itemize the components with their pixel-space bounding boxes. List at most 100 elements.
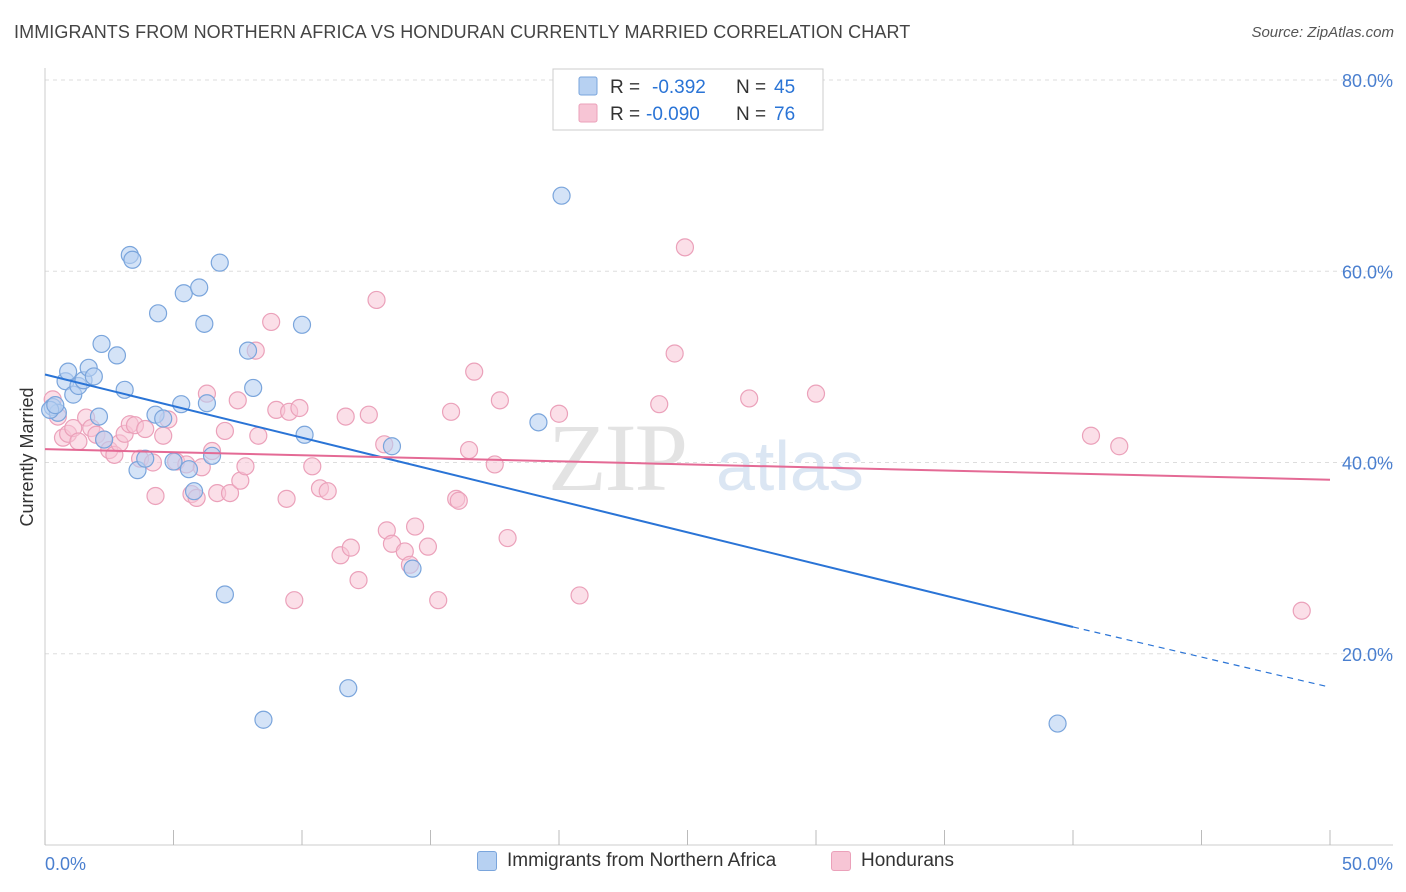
y-tick-label-2: 60.0%	[1342, 262, 1393, 282]
point-hondurans-68	[549, 404, 569, 423]
legend-swatch-blue	[578, 76, 598, 96]
point-hondurans-37	[262, 312, 281, 332]
point-hondurans-51	[367, 290, 386, 310]
point-hondurans-42	[290, 398, 309, 418]
x-tick-labels: 0.0% 50.0%	[45, 854, 1393, 874]
point-immigrants-38	[382, 437, 402, 456]
legend: R = -0.392 N = 45 R = -0.090 N = 76	[552, 68, 824, 131]
point-hondurans-39	[277, 489, 296, 508]
point-hondurans-67	[498, 528, 517, 548]
point-hondurans-77	[1110, 437, 1129, 456]
point-immigrants-31	[215, 585, 234, 604]
point-hondurans-50	[359, 405, 378, 424]
point-hondurans-34	[236, 457, 255, 476]
point-hondurans-76	[1081, 426, 1101, 445]
y-tick-label-0: 20.0%	[1342, 645, 1393, 665]
point-immigrants-40	[529, 413, 548, 432]
point-hondurans-47	[336, 407, 355, 426]
x-tick-label-1: 50.0%	[1342, 854, 1393, 874]
point-immigrants-41	[552, 186, 571, 205]
point-immigrants-12	[107, 346, 127, 365]
point-immigrants-33	[244, 378, 263, 398]
legend-r-value-1: -0.392	[652, 77, 706, 98]
grid-lines	[45, 79, 1393, 655]
legend-r-value-2: -0.090	[646, 104, 700, 125]
point-hondurans-43	[303, 457, 322, 476]
point-hondurans-60	[441, 402, 461, 421]
point-hondurans-63	[459, 440, 479, 460]
chart-title: IMMIGRANTS FROM NORTHERN AFRICA VS HONDU…	[14, 22, 911, 42]
y-tick-label-1: 40.0%	[1342, 454, 1393, 474]
point-hondurans-65	[485, 455, 504, 474]
trend-line-immigrants-extension	[1072, 626, 1331, 688]
legend-item-immigrants[interactable]: Immigrants from Northern Africa	[477, 850, 776, 872]
point-hondurans-57	[405, 517, 425, 536]
point-hondurans-74	[806, 384, 826, 403]
point-hondurans-35	[249, 426, 268, 445]
legend-swatch-pink	[578, 103, 598, 123]
legend-swatch-immigrants	[477, 851, 497, 871]
legend-n-label-1: N =	[736, 77, 766, 98]
point-immigrants-29	[202, 446, 222, 465]
point-immigrants-25	[184, 482, 204, 501]
point-hondurans-64	[465, 362, 484, 381]
legend-n-label-2: N =	[736, 104, 766, 125]
point-immigrants-9	[89, 407, 109, 426]
point-immigrants-35	[292, 315, 312, 334]
point-hondurans-32	[228, 391, 247, 410]
point-immigrants-27	[195, 314, 214, 333]
point-hondurans-73	[740, 389, 759, 408]
point-hondurans-75	[1292, 601, 1311, 620]
point-immigrants-37	[339, 679, 358, 698]
point-hondurans-71	[665, 344, 684, 363]
watermark-zip: ZIP	[548, 404, 686, 511]
legend-n-value-2: 76	[774, 104, 795, 125]
point-immigrants-28	[197, 394, 217, 413]
point-hondurans-69	[570, 586, 589, 605]
point-hondurans-30	[215, 421, 234, 441]
point-hondurans-62	[449, 491, 468, 510]
point-immigrants-11	[95, 430, 114, 449]
point-hondurans-20	[154, 426, 173, 445]
point-immigrants-23	[174, 284, 193, 303]
point-hondurans-5	[69, 432, 88, 451]
point-hondurans-48	[341, 538, 360, 557]
point-immigrants-39	[403, 559, 422, 578]
point-hondurans-45	[318, 482, 337, 501]
y-tick-label-3: 80.0%	[1342, 71, 1393, 91]
point-hondurans-59	[429, 591, 448, 610]
y-tick-labels: 20.0% 40.0% 60.0% 80.0%	[1342, 71, 1393, 665]
watermark: ZIP atlas	[548, 404, 864, 511]
point-hondurans-41	[285, 591, 304, 610]
trend-lines	[44, 373, 1331, 688]
point-immigrants-42	[1048, 714, 1067, 733]
point-immigrants-30	[210, 253, 229, 272]
legend-r-label-2: R =	[610, 104, 640, 125]
legend-item-hondurans[interactable]: Hondurans	[831, 850, 954, 872]
point-immigrants-44	[46, 396, 65, 415]
point-hondurans-66	[490, 391, 509, 410]
series-hondurans	[43, 238, 1311, 620]
point-immigrants-32	[238, 341, 258, 360]
point-immigrants-26	[190, 278, 209, 297]
point-hondurans-49	[349, 571, 368, 590]
y-axis-label: Currently Married	[17, 387, 37, 526]
point-immigrants-8	[84, 367, 103, 386]
point-immigrants-19	[148, 304, 168, 323]
point-hondurans-19	[146, 486, 165, 506]
point-immigrants-24	[179, 460, 199, 479]
legend-n-value-1: 45	[774, 77, 795, 98]
point-immigrants-3	[59, 362, 78, 381]
legend-label-immigrants: Immigrants from Northern Africa	[507, 850, 777, 871]
trend-line-immigrants	[44, 373, 1074, 628]
point-immigrants-10	[92, 334, 111, 354]
point-hondurans-58	[418, 537, 438, 556]
trend-line-hondurans	[44, 448, 1331, 481]
point-immigrants-34	[254, 710, 273, 729]
bottom-legend: Immigrants from Northern Africa Honduran…	[0, 850, 1406, 880]
legend-r-label-1: R =	[610, 77, 640, 98]
legend-label-hondurans: Hondurans	[861, 850, 954, 871]
point-immigrants-21	[164, 452, 183, 471]
point-hondurans-17	[136, 419, 155, 439]
